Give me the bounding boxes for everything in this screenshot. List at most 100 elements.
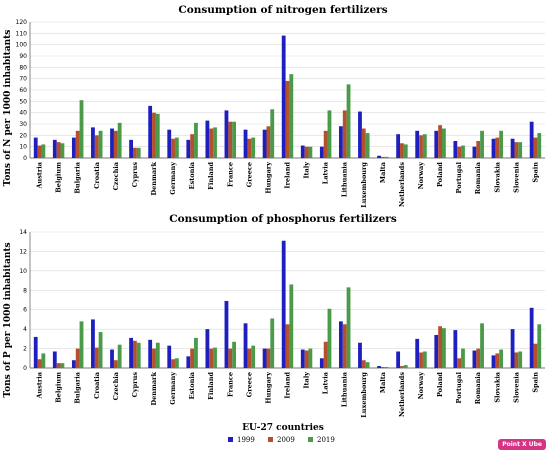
nitrogen-bar-2009 (209, 128, 214, 158)
nitrogen-bar-2019 (461, 145, 465, 158)
phosphorus-bar-2009 (133, 340, 137, 368)
nitrogen-bar-2009 (247, 138, 252, 158)
nitrogen-bar-1999 (300, 145, 305, 158)
nitrogen-category-label: Latvia (322, 161, 330, 184)
nitrogen-category-label: Bulgaria (74, 161, 82, 193)
phosphorus-bar-2009 (419, 352, 423, 368)
nitrogen-category-label: Malta (379, 161, 387, 183)
nitrogen-bar-1999 (377, 155, 381, 158)
nitrogen-y-tick-label: 80 (19, 64, 27, 71)
phosphorus-category-label: Bulgaria (74, 371, 82, 403)
nitrogen-bar-2009 (419, 135, 423, 158)
phosphorus-bar-2019 (251, 345, 256, 368)
phosphorus-bar-2009 (37, 359, 42, 368)
phosphorus-bar-1999 (319, 358, 324, 368)
phosphorus-bar-2009 (514, 352, 519, 368)
nitrogen-bar-2009 (94, 135, 99, 158)
nitrogen-bar-1999 (472, 146, 477, 158)
phosphorus-bar-2009 (304, 350, 309, 368)
nitrogen-bar-2009 (514, 142, 519, 158)
nitrogen-bar-2019 (384, 156, 389, 158)
phosphorus-chart-title: Consumption of phosphorus fertilizers (169, 213, 397, 225)
phosphorus-y-tick-label: 0 (23, 365, 27, 372)
phosphorus-bar-2009 (228, 348, 233, 368)
phosphorus-bar-2009 (476, 348, 481, 368)
nitrogen-bar-1999 (129, 139, 133, 158)
phosphorus-bar-2009 (285, 324, 290, 368)
phosphorus-bar-1999 (33, 336, 38, 368)
nitrogen-bar-2009 (113, 130, 118, 158)
nitrogen-bar-2009 (495, 137, 500, 158)
nitrogen-bar-1999 (148, 105, 153, 158)
phosphorus-y-tick-label: 4 (23, 326, 27, 333)
nitrogen-category-label: Cyprus (131, 162, 139, 188)
phosphorus-category-label: Ireland (284, 372, 292, 399)
nitrogen-bar-2019 (194, 122, 198, 158)
phosphorus-category-label: Croatia (93, 371, 101, 399)
phosphorus-category-label: Spain (531, 372, 539, 393)
nitrogen-bar-1999 (243, 129, 248, 158)
nitrogen-bar-1999 (339, 126, 343, 158)
nitrogen-bar-2019 (422, 134, 427, 158)
nitrogen-bar-2019 (251, 137, 256, 158)
nitrogen-y-tick-label: 120 (16, 19, 28, 26)
nitrogen-y-tick-label: 40 (19, 110, 27, 117)
phosphorus-bar-1999 (510, 329, 515, 368)
nitrogen-plot-area: 0 10 20 30 40 50 60 70 80 90 100 110 120 Austria Belgi… (16, 19, 545, 208)
nitrogen-bar-2019 (213, 127, 217, 158)
nitrogen-bar-2019 (537, 133, 542, 158)
nitrogen-y-tick-label: 70 (19, 76, 27, 83)
nitrogen-category-label: Belgium (55, 162, 63, 193)
phosphorus-category-label: Cyprus (131, 372, 139, 398)
nitrogen-category-label: Portugal (455, 161, 463, 193)
legend: 1999 2009 2019 (228, 436, 335, 444)
phosphorus-y-tick-label: 10 (19, 268, 27, 275)
legend-label-1999: 1999 (237, 436, 255, 444)
nitrogen-bar-2009 (342, 110, 347, 158)
phosphorus-bar-1999 (148, 339, 153, 368)
nitrogen-bar-1999 (110, 128, 114, 158)
phosphorus-category-label: Malta (379, 371, 387, 393)
nitrogen-bar-2019 (403, 144, 408, 158)
phosphorus-category-label: France (226, 372, 234, 397)
nitrogen-bar-2009 (75, 130, 80, 158)
phosphorus-y-axis-label: Tons of P per 1000 inhabitants (3, 242, 13, 397)
nitrogen-bar-1999 (281, 35, 286, 158)
nitrogen-category-label: Denmark (150, 162, 158, 196)
nitrogen-bar-2009 (323, 130, 328, 158)
phosphorus-bar-2009 (533, 343, 538, 368)
phosphorus-bar-2019 (60, 363, 65, 368)
nitrogen-bar-1999 (224, 110, 229, 158)
legend-swatch-1999 (228, 437, 233, 442)
phosphorus-plot-area: 0 2 4 6 8 10 12 14 Austria Belgium Bulgaria Croatia… (19, 229, 545, 418)
phosphorus-category-label: Austria (36, 371, 44, 399)
nitrogen-bar-1999 (396, 134, 401, 158)
phosphorus-bar-1999 (415, 338, 420, 368)
phosphorus-bar-2019 (442, 328, 446, 368)
nitrogen-bar-2019 (480, 130, 484, 158)
nitrogen-bar-2019 (308, 146, 313, 158)
nitrogen-bar-1999 (453, 141, 458, 158)
nitrogen-category-label: Germany (169, 162, 177, 195)
nitrogen-category-label: Austria (36, 161, 44, 189)
phosphorus-bar-2019 (346, 287, 351, 368)
phosphorus-bar-2009 (380, 367, 385, 368)
phosphorus-bar-1999 (281, 240, 286, 368)
nitrogen-bar-2009 (400, 143, 404, 158)
nitrogen-bar-1999 (167, 129, 172, 158)
nitrogen-bar-2009 (457, 146, 462, 158)
nitrogen-bar-1999 (262, 129, 267, 158)
nitrogen-bar-2009 (37, 145, 42, 158)
nitrogen-category-label: Czechia (112, 161, 120, 190)
nitrogen-category-label: Estonia (188, 161, 196, 189)
nitrogen-bar-2019 (289, 74, 294, 158)
phosphorus-bar-2019 (174, 358, 179, 368)
phosphorus-bar-2009 (495, 353, 500, 368)
nitrogen-category-label: Italy (303, 162, 311, 179)
phosphorus-category-label: Estonia (188, 371, 196, 399)
phosphorus-bar-2009 (323, 341, 328, 368)
nitrogen-bar-2019 (79, 100, 84, 158)
phosphorus-bar-1999 (224, 300, 229, 368)
phosphorus-bar-1999 (472, 350, 477, 368)
phosphorus-bar-1999 (396, 351, 401, 368)
